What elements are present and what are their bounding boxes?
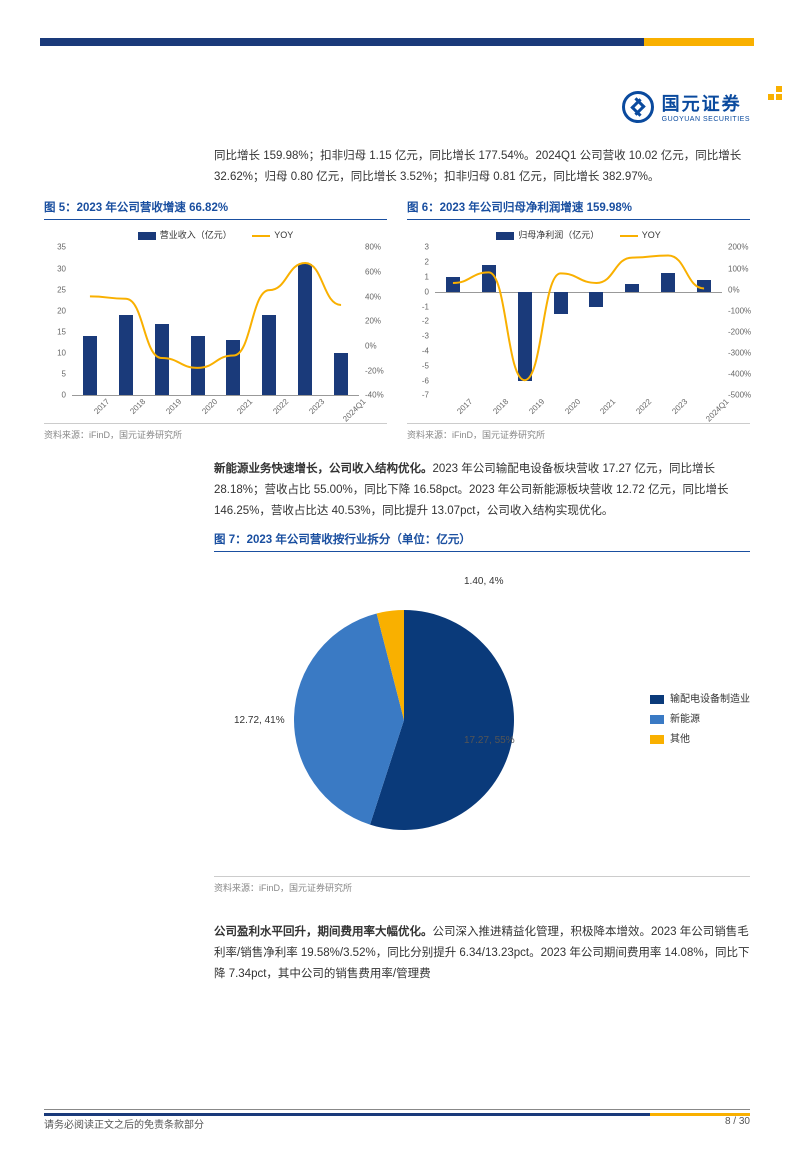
fig7-chart: 1.40, 4%12.72, 41%17.27, 55%输配电设备制造业新能源其…: [214, 570, 750, 870]
fig5-legend: 营业收入（亿元） YOY: [44, 228, 387, 241]
fig6-legend: 归母净利润（亿元） YOY: [407, 228, 750, 241]
figure-5: 图 5：2023 年公司营收增速 66.82% 营业收入（亿元） YOY 051…: [44, 199, 387, 441]
page-footer: 请务必阅读正文之后的免责条款部分 8 / 30: [44, 1109, 750, 1131]
logo-en: GUOYUAN SECURITIES: [662, 116, 750, 123]
legend-line-icon: [252, 235, 270, 237]
fig5-chart: 05101520253035-40%-20%0%20%40%60%80%2017…: [44, 247, 387, 417]
fig6-chart: -7-6-5-4-3-2-10123-500%-400%-300%-200%-1…: [407, 247, 750, 417]
legend-bar-icon: [138, 232, 156, 240]
fig5-source: 资料来源：iFinD，国元证券研究所: [44, 423, 387, 441]
legend-bar-icon: [496, 232, 514, 240]
fig6-title: 图 6：2023 年公司归母净利润增速 159.98%: [407, 199, 750, 220]
paragraph-3: 公司盈利水平回升，期间费用率大幅优化。公司深入推进精益化管理，积极降本增效。20…: [214, 922, 750, 984]
fig7-source: 资料来源：iFinD，国元证券研究所: [214, 876, 750, 894]
footer-disclaimer: 请务必阅读正文之后的免责条款部分: [44, 1116, 204, 1131]
page-number: 8 / 30: [725, 1116, 750, 1131]
figure-7: 图 7：2023 年公司营收按行业拆分（单位：亿元） 1.40, 4%12.72…: [214, 531, 750, 894]
fig7-title: 图 7：2023 年公司营收按行业拆分（单位：亿元）: [214, 531, 750, 552]
paragraph-2: 新能源业务快速增长，公司收入结构优化。2023 年公司输配电设备板块营收 17.…: [214, 459, 750, 521]
logo-icon: [622, 91, 654, 123]
legend-line-icon: [620, 235, 638, 237]
figure-6: 图 6：2023 年公司归母净利润增速 159.98% 归母净利润（亿元） YO…: [407, 199, 750, 441]
header-bar: [40, 38, 754, 46]
fig5-title: 图 5：2023 年公司营收增速 66.82%: [44, 199, 387, 220]
brand-logo: 国元证券 GUOYUAN SECURITIES: [622, 90, 750, 123]
fig6-source: 资料来源：iFinD，国元证券研究所: [407, 423, 750, 441]
logo-cn: 国元证券: [662, 90, 750, 116]
intro-paragraph: 同比增长 159.98%；扣非归母 1.15 亿元，同比增长 177.54%。2…: [214, 146, 750, 187]
